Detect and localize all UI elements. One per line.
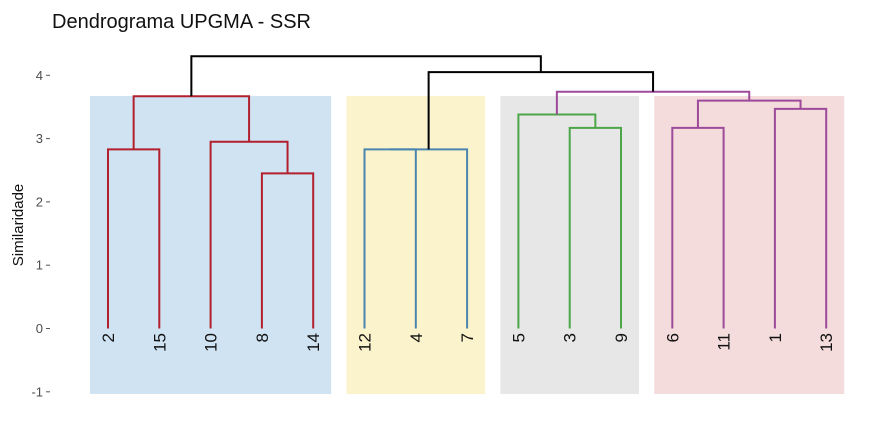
- leaf-label-1: 1: [766, 333, 785, 342]
- leaf-label-4: 4: [407, 333, 426, 342]
- y-tick-label: 0: [36, 321, 43, 336]
- y-tick-label: -1: [31, 384, 43, 399]
- y-axis-label: Similaridade: [10, 184, 27, 267]
- y-tick-label: 2: [36, 194, 43, 209]
- cluster-band-4: [654, 96, 845, 394]
- leaf-label-11: 11: [715, 333, 734, 351]
- y-tick-label: 4: [36, 68, 43, 83]
- leaf-label-8: 8: [253, 333, 272, 342]
- y-axis: -1 0 1 2 3 4: [31, 68, 50, 399]
- leaf-label-2: 2: [99, 333, 118, 342]
- link-12-4--7: [390, 148, 469, 329]
- y-tick-label: 1: [36, 258, 43, 273]
- leaf-label-7: 7: [458, 333, 477, 342]
- leaf-label-3: 3: [561, 333, 580, 342]
- leaf-label-5: 5: [509, 333, 528, 342]
- dendrogram-links: [107, 55, 828, 329]
- chart-title: Dendrograma UPGMA - SSR: [52, 11, 311, 33]
- link-2-15-10-8-14--12-4-7-5-3-9-6-11-1-13: [190, 55, 542, 97]
- leaf-label-14: 14: [304, 333, 323, 352]
- leaf-label-15: 15: [150, 333, 169, 352]
- leaf-labels: 2 15 10 8 14 12 4 7 5 3 9 6 11 1 13: [99, 333, 836, 352]
- leaf-label-12: 12: [356, 333, 375, 352]
- y-tick-label: 3: [36, 131, 43, 146]
- leaf-label-13: 13: [817, 333, 836, 352]
- leaf-label-10: 10: [202, 333, 221, 352]
- leaf-label-9: 9: [612, 333, 631, 342]
- leaf-label-6: 6: [663, 333, 682, 342]
